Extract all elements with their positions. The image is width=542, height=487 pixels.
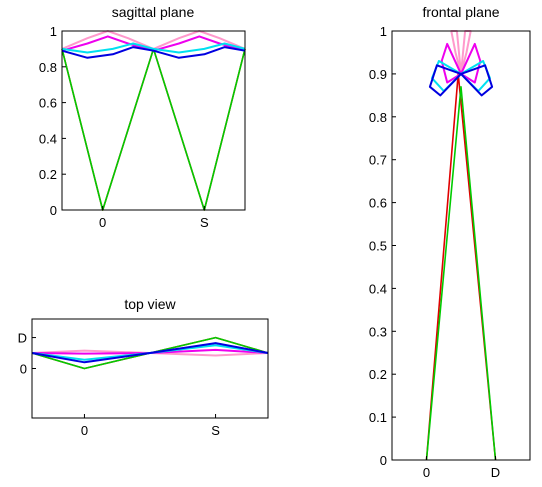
sagittal-ytick-label: 0.6 bbox=[39, 96, 57, 111]
frontal-ytick-label: 0.1 bbox=[369, 410, 387, 425]
sagittal-xtick-label: S bbox=[200, 215, 209, 230]
frontal-series-2 bbox=[450, 30, 472, 75]
frontal-ytick-label: 0.3 bbox=[369, 324, 387, 339]
frontal-xtick-label: 0 bbox=[423, 465, 430, 480]
topview-xtick-label: 0 bbox=[81, 423, 88, 438]
topview-title: top view bbox=[124, 296, 176, 312]
topview-xtick-label: S bbox=[211, 423, 220, 438]
sagittal-series-4 bbox=[61, 42, 246, 54]
frontal-ytick-label: 0.9 bbox=[369, 67, 387, 82]
sagittal-ytick-label: 0 bbox=[50, 203, 57, 218]
frontal-plot-area: 0 D 0 0.1 0.2 0.3 0.4 0.5 0.6 0.7 0.8 0.9 1 bbox=[369, 24, 500, 480]
topview-series-5 bbox=[31, 342, 269, 364]
frontal-panel: frontal plane 0 D 0 0.1 0.2 0.3 0.4 0.5 0.6 0.7 0.… bbox=[369, 4, 531, 480]
frontal-ytick-label: 0.4 bbox=[369, 281, 387, 296]
frontal-ytick-label: 0 bbox=[380, 453, 387, 468]
frontal-xtick-label: D bbox=[491, 465, 500, 480]
sagittal-series-0 bbox=[61, 48, 246, 211]
topview-plot-area: 0 S 0 D bbox=[18, 331, 269, 438]
frontal-series-3 bbox=[440, 42, 482, 84]
topview-panel: top view 0 S 0 D bbox=[18, 296, 269, 438]
frontal-axes-box bbox=[391, 30, 531, 461]
frontal-ytick-label: 0.2 bbox=[369, 367, 387, 382]
frontal-series-0 bbox=[425, 73, 497, 461]
frontal-ytick-label: 0.7 bbox=[369, 153, 387, 168]
frontal-ytick-label: 0.5 bbox=[369, 239, 387, 254]
sagittal-title: sagittal plane bbox=[112, 4, 195, 20]
sagittal-ytick-label: 1 bbox=[50, 24, 57, 39]
frontal-series-1 bbox=[425, 86, 497, 461]
sagittal-ytick-label: 0.4 bbox=[39, 131, 57, 146]
sagittal-ytick-label: 0.8 bbox=[39, 60, 57, 75]
frontal-series-5 bbox=[428, 64, 494, 97]
sagittal-plot-area: 0 S 0 0.2 0.4 0.6 0.8 1 bbox=[39, 24, 246, 230]
frontal-ytick-label: 0.8 bbox=[369, 110, 387, 125]
topview-axes-box bbox=[31, 318, 269, 419]
sagittal-ytick-label: 0.2 bbox=[39, 167, 57, 182]
sagittal-series-1 bbox=[61, 48, 246, 211]
frontal-ytick-label: 1 bbox=[380, 24, 387, 39]
sagittal-xtick-label: 0 bbox=[99, 215, 106, 230]
topview-ytick-label: 0 bbox=[20, 362, 27, 377]
sagittal-panel: sagittal plane 0 S 0 0.2 0.4 0.6 0.8 1 bbox=[39, 4, 246, 230]
sagittal-series-5 bbox=[61, 46, 246, 59]
sagittal-axes-box bbox=[61, 30, 246, 211]
frontal-ytick-label: 0.6 bbox=[369, 196, 387, 211]
topview-ytick-label: D bbox=[18, 331, 27, 346]
frontal-title: frontal plane bbox=[422, 4, 499, 20]
